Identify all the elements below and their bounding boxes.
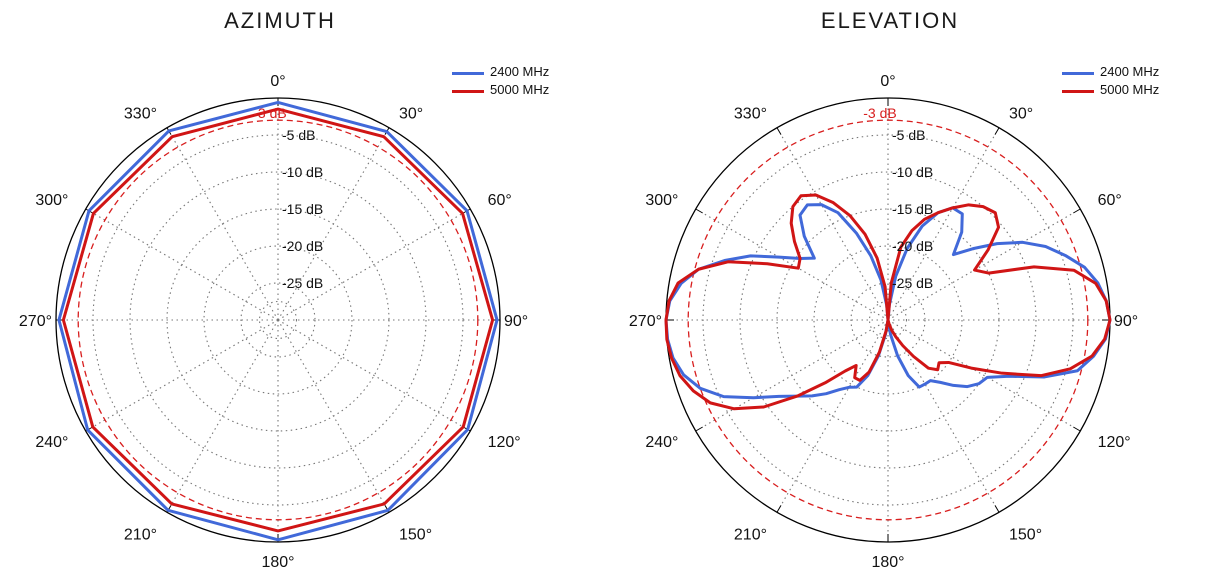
angle-tick — [994, 127, 1000, 135]
legend-swatch-5000 — [452, 90, 484, 93]
db-tick-label: -25 dB — [892, 275, 933, 291]
reference-label: -3 dB — [253, 105, 286, 121]
radial-grid-line — [277, 134, 386, 321]
reference-circle-3db — [687, 119, 1089, 521]
angle-tick — [776, 127, 782, 135]
db-tick-label: -15 dB — [892, 201, 933, 217]
radial-grid-line — [702, 319, 889, 428]
ring-grid — [166, 208, 390, 432]
angle-tick — [695, 426, 703, 432]
ring-grid — [702, 134, 1074, 506]
angle-label: 120° — [488, 434, 521, 451]
angle-label: 300° — [35, 192, 68, 209]
radial-grid-line — [887, 134, 996, 321]
series-line-5000 — [664, 193, 1112, 411]
legend-swatch-2400 — [452, 72, 484, 75]
radial-grid-line — [887, 319, 996, 506]
angle-label: 90° — [504, 313, 528, 330]
legend-item-2400: 2400 MHz — [452, 64, 602, 82]
db-tick-label: -10 dB — [892, 164, 933, 180]
azimuth-polar-plot: 0° 30° 60° 90° 120° 150° 180° 210° 240° 270° 300° 3… — [19, 73, 528, 571]
radial-grid-line — [92, 319, 279, 428]
angle-label: 270° — [629, 313, 662, 330]
radial-grid-line — [780, 134, 889, 321]
chart-title: ELEVATION — [820, 8, 960, 33]
chart-title: AZIMUTH — [224, 8, 336, 33]
ring-grid — [850, 282, 926, 358]
db-tick-label: -25 dB — [282, 275, 323, 291]
elevation-polar-plot: 0° 30° 60° 90° 120° 150° 180° 210° 240° 270° 300° 3… — [629, 73, 1138, 571]
angle-label: 120° — [1098, 434, 1131, 451]
legend: 2400 MHz 5000 MHz — [452, 64, 602, 100]
db-tick-label: -5 dB — [892, 127, 925, 143]
legend-item-2400: 2400 MHz — [1062, 64, 1212, 82]
angle-label: 330° — [734, 105, 767, 122]
radial-grid-line — [170, 319, 279, 506]
azimuth-chart-panel: AZIMUTH 0° 30° 60° 90° 120° 150° 180° 210° 240° 2… — [19, 8, 602, 571]
angle-label: 90° — [1114, 313, 1138, 330]
db-tick-label: -20 dB — [892, 238, 933, 254]
radial-grid-line — [277, 319, 386, 506]
angle-label: 240° — [35, 434, 68, 451]
ring-grid — [813, 245, 963, 395]
angle-label: 150° — [1009, 527, 1042, 544]
angle-label: 210° — [124, 527, 157, 544]
angle-label: 330° — [124, 105, 157, 122]
radial-grid-line — [92, 212, 279, 321]
angle-label: 60° — [488, 192, 512, 209]
angle-label: 150° — [399, 527, 432, 544]
angle-tick — [994, 505, 1000, 513]
angle-label: 180° — [261, 554, 294, 571]
angle-label: 210° — [734, 527, 767, 544]
angle-label: 180° — [871, 554, 904, 571]
legend-item-5000: 5000 MHz — [452, 82, 602, 100]
ring-grid — [203, 245, 353, 395]
legend-swatch-2400 — [1062, 72, 1094, 75]
angle-label: 0° — [270, 73, 285, 90]
db-tick-label: -5 dB — [282, 127, 315, 143]
legend-label-2400: 2400 MHz — [1100, 64, 1160, 79]
ring-grid — [92, 134, 464, 506]
ring-grid — [868, 300, 908, 340]
ring-grid — [129, 171, 427, 469]
radial-grid-line — [277, 319, 464, 428]
radial-grid-line — [170, 134, 279, 321]
angle-label: 60° — [1098, 192, 1122, 209]
angle-tick — [1073, 426, 1081, 432]
angle-label: 0° — [880, 73, 895, 90]
legend-item-5000: 5000 MHz — [1062, 82, 1212, 100]
db-tick-label: -20 dB — [282, 238, 323, 254]
angle-label: 300° — [645, 192, 678, 209]
angle-tick — [1073, 208, 1081, 214]
ring-grid — [739, 171, 1037, 469]
series-line-5000 — [61, 107, 495, 533]
db-tick-label: -10 dB — [282, 164, 323, 180]
angle-tick — [776, 505, 782, 513]
ring-grid — [258, 300, 298, 340]
radial-grid-line — [702, 212, 889, 321]
angle-label: 270° — [19, 313, 52, 330]
ring-grid — [240, 282, 316, 358]
angle-label: 30° — [1009, 105, 1033, 122]
radial-grid-line — [887, 319, 1074, 428]
radial-grid-line — [887, 212, 1074, 321]
legend-label-5000: 5000 MHz — [1100, 82, 1160, 97]
reference-circle-3db — [77, 119, 479, 521]
series-line-2400 — [57, 100, 499, 542]
angle-tick — [695, 208, 703, 214]
legend-label-2400: 2400 MHz — [490, 64, 550, 79]
legend: 2400 MHz 5000 MHz — [1062, 64, 1212, 100]
db-tick-label: -15 dB — [282, 201, 323, 217]
angle-label: 30° — [399, 105, 423, 122]
radial-grid-line — [277, 212, 464, 321]
ring-grid — [776, 208, 1000, 432]
legend-swatch-5000 — [1062, 90, 1094, 93]
legend-label-5000: 5000 MHz — [490, 82, 550, 97]
elevation-chart-panel: ELEVATION 0° 30° 60° 90° 120° 150° 180° 210° 240… — [610, 0, 1220, 576]
angle-label: 240° — [645, 434, 678, 451]
reference-label: -3 dB — [863, 105, 896, 121]
radial-grid-line — [780, 319, 889, 506]
